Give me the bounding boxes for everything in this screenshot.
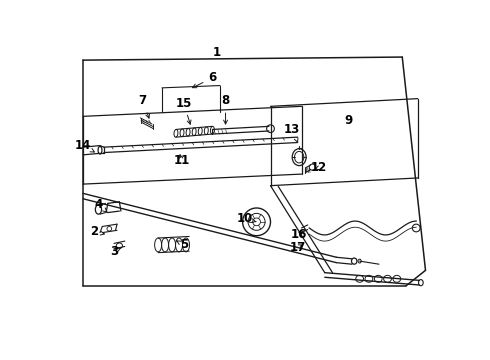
Text: 7: 7	[139, 94, 149, 118]
Text: 14: 14	[75, 139, 95, 152]
Text: 15: 15	[175, 97, 192, 124]
Text: 4: 4	[94, 198, 107, 212]
Text: 6: 6	[193, 71, 217, 88]
Text: 16: 16	[291, 228, 307, 240]
Text: 3: 3	[110, 244, 121, 258]
Text: 17: 17	[290, 241, 306, 254]
Text: 12: 12	[311, 161, 327, 175]
Text: 8: 8	[221, 94, 230, 124]
Text: 2: 2	[90, 225, 104, 238]
Text: 11: 11	[173, 154, 190, 167]
Text: 13: 13	[284, 123, 300, 142]
Text: 10: 10	[237, 212, 256, 225]
Text: 5: 5	[176, 238, 188, 251]
Text: 1: 1	[212, 46, 220, 59]
Text: 9: 9	[344, 114, 352, 127]
